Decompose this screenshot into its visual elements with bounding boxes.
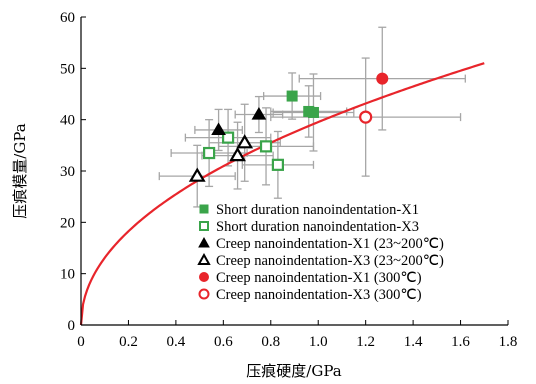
legend-marker bbox=[197, 252, 211, 265]
legend-label: Creep nanoindentation-X3 (23~200℃) bbox=[216, 253, 444, 269]
legend-marker bbox=[198, 288, 210, 300]
x-tick-label: 1.2 bbox=[356, 334, 375, 350]
legend-label: Creep nanoindentation-X3 (300℃) bbox=[216, 287, 422, 303]
x-tick-label: 0.2 bbox=[119, 334, 138, 350]
data-point bbox=[376, 72, 389, 85]
legend-label: Short duration nanoindentation-X3 bbox=[216, 219, 419, 235]
data-point bbox=[307, 106, 319, 118]
data-point bbox=[203, 146, 216, 160]
data-point bbox=[271, 158, 284, 171]
legend-marker bbox=[199, 272, 209, 282]
y-tick-label: 40 bbox=[60, 113, 75, 129]
x-tick-label: 1.4 bbox=[404, 334, 423, 350]
data-markers bbox=[188, 72, 389, 182]
x-tick-label: 0 bbox=[77, 334, 85, 350]
data-point bbox=[286, 90, 298, 102]
legend-item: Short duration nanoindentation-X3 bbox=[199, 219, 419, 235]
legend-marker bbox=[199, 204, 209, 214]
data-point bbox=[211, 122, 226, 135]
data-point bbox=[236, 134, 254, 149]
y-tick-label: 50 bbox=[60, 61, 75, 77]
y-tick-label: 0 bbox=[68, 318, 76, 334]
legend-label: Short duration nanoindentation-X1 bbox=[216, 202, 419, 218]
legend-item: Creep nanoindentation-X1 (300℃) bbox=[199, 270, 422, 286]
y-tick-label: 60 bbox=[60, 10, 75, 26]
legend-marker bbox=[199, 221, 209, 231]
data-point bbox=[229, 146, 246, 162]
x-axis-title: 压痕硬度/GPa bbox=[246, 362, 341, 380]
legend-marker bbox=[198, 236, 210, 248]
legend-item: Creep nanoindentation-X1 (23~200℃) bbox=[198, 236, 444, 252]
x-tick-label: 0.8 bbox=[261, 334, 280, 350]
x-tick-label: 0.4 bbox=[167, 334, 186, 350]
y-axis-title: 压痕模量/GPa bbox=[11, 123, 29, 218]
data-point bbox=[359, 110, 373, 124]
data-point bbox=[259, 140, 273, 153]
x-tick-label: 1.0 bbox=[309, 334, 328, 350]
data-point bbox=[221, 131, 235, 144]
x-ticks: 0 0.2 0.4 0.6 0.8 1.0 1.2 1.4 1.6 1.8 bbox=[77, 320, 517, 350]
x-tick-label: 0.6 bbox=[214, 334, 233, 350]
data-point bbox=[251, 107, 267, 120]
y-tick-label: 20 bbox=[60, 215, 75, 231]
legend-label: Creep nanoindentation-X1 (300℃) bbox=[216, 270, 422, 286]
legend-label: Creep nanoindentation-X1 (23~200℃) bbox=[216, 236, 444, 252]
y-ticks: 0 10 20 30 40 50 60 bbox=[60, 10, 86, 334]
legend-item: Creep nanoindentation-X3 (300℃) bbox=[198, 287, 422, 303]
x-tick-label: 1.6 bbox=[451, 334, 470, 350]
x-tick-label: 1.8 bbox=[499, 334, 518, 350]
fit-curve bbox=[79, 62, 485, 326]
data-point bbox=[188, 167, 206, 182]
legend-item: Short duration nanoindentation-X1 bbox=[199, 202, 419, 218]
legend-item: Creep nanoindentation-X3 (23~200℃) bbox=[197, 252, 444, 269]
y-tick-label: 10 bbox=[60, 267, 75, 283]
y-tick-label: 30 bbox=[60, 164, 75, 180]
